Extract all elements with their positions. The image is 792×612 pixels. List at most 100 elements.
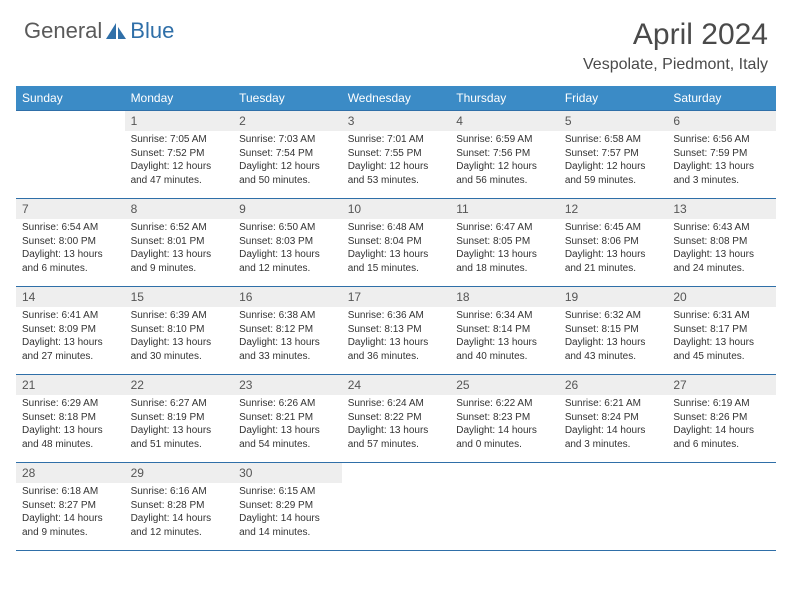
sunrise-text: Sunrise: 6:22 AM: [456, 397, 553, 411]
sunrise-text: Sunrise: 6:26 AM: [239, 397, 336, 411]
calendar-body: 1Sunrise: 7:05 AMSunset: 7:52 PMDaylight…: [16, 111, 776, 551]
daylight-text: Daylight: 13 hours and 9 minutes.: [131, 248, 228, 275]
sunset-text: Sunset: 8:28 PM: [131, 499, 228, 513]
sunrise-text: Sunrise: 7:01 AM: [348, 133, 445, 147]
day-number: 14: [16, 287, 125, 307]
calendar-day-cell: 15Sunrise: 6:39 AMSunset: 8:10 PMDayligh…: [125, 287, 234, 375]
sunset-text: Sunset: 7:57 PM: [565, 147, 662, 161]
calendar-day-cell: 22Sunrise: 6:27 AMSunset: 8:19 PMDayligh…: [125, 375, 234, 463]
sunrise-text: Sunrise: 6:31 AM: [673, 309, 770, 323]
sunrise-text: Sunrise: 6:16 AM: [131, 485, 228, 499]
sunrise-text: Sunrise: 6:29 AM: [22, 397, 119, 411]
daylight-text: Daylight: 13 hours and 54 minutes.: [239, 424, 336, 451]
sunset-text: Sunset: 7:55 PM: [348, 147, 445, 161]
calendar-day-cell: 24Sunrise: 6:24 AMSunset: 8:22 PMDayligh…: [342, 375, 451, 463]
sunset-text: Sunset: 8:21 PM: [239, 411, 336, 425]
calendar-day-cell: 5Sunrise: 6:58 AMSunset: 7:57 PMDaylight…: [559, 111, 668, 199]
weekday-header: Monday: [125, 86, 234, 111]
daylight-text: Daylight: 14 hours and 0 minutes.: [456, 424, 553, 451]
daylight-text: Daylight: 13 hours and 30 minutes.: [131, 336, 228, 363]
sunrise-text: Sunrise: 6:24 AM: [348, 397, 445, 411]
daylight-text: Daylight: 13 hours and 6 minutes.: [22, 248, 119, 275]
day-number: 27: [667, 375, 776, 395]
logo: General Blue: [24, 18, 174, 44]
day-number: 8: [125, 199, 234, 219]
day-number: 15: [125, 287, 234, 307]
day-number: 29: [125, 463, 234, 483]
calendar-day-cell: [342, 463, 451, 551]
calendar-day-cell: 11Sunrise: 6:47 AMSunset: 8:05 PMDayligh…: [450, 199, 559, 287]
sunset-text: Sunset: 8:06 PM: [565, 235, 662, 249]
sunrise-text: Sunrise: 6:36 AM: [348, 309, 445, 323]
day-number: 20: [667, 287, 776, 307]
day-number: 25: [450, 375, 559, 395]
day-number: 28: [16, 463, 125, 483]
weekday-header: Wednesday: [342, 86, 451, 111]
daylight-text: Daylight: 14 hours and 12 minutes.: [131, 512, 228, 539]
daylight-text: Daylight: 13 hours and 15 minutes.: [348, 248, 445, 275]
weekday-header: Saturday: [667, 86, 776, 111]
sunset-text: Sunset: 8:08 PM: [673, 235, 770, 249]
sunrise-text: Sunrise: 6:38 AM: [239, 309, 336, 323]
calendar-day-cell: 28Sunrise: 6:18 AMSunset: 8:27 PMDayligh…: [16, 463, 125, 551]
day-number: 7: [16, 199, 125, 219]
sunset-text: Sunset: 8:04 PM: [348, 235, 445, 249]
sunset-text: Sunset: 7:54 PM: [239, 147, 336, 161]
sunset-text: Sunset: 8:24 PM: [565, 411, 662, 425]
daylight-text: Daylight: 13 hours and 33 minutes.: [239, 336, 336, 363]
sunset-text: Sunset: 8:15 PM: [565, 323, 662, 337]
daylight-text: Daylight: 13 hours and 48 minutes.: [22, 424, 119, 451]
daylight-text: Daylight: 12 hours and 56 minutes.: [456, 160, 553, 187]
calendar-day-cell: 6Sunrise: 6:56 AMSunset: 7:59 PMDaylight…: [667, 111, 776, 199]
sunrise-text: Sunrise: 6:43 AM: [673, 221, 770, 235]
calendar-day-cell: [450, 463, 559, 551]
day-number: 4: [450, 111, 559, 131]
sunrise-text: Sunrise: 6:47 AM: [456, 221, 553, 235]
calendar-day-cell: 23 Sunrise: 6:26 AMSunset: 8:21 PMDayligh…: [233, 375, 342, 463]
calendar-table: Sunday Monday Tuesday Wednesday Thursday…: [16, 86, 776, 551]
daylight-text: Daylight: 12 hours and 47 minutes.: [131, 160, 228, 187]
logo-text-blue: Blue: [130, 18, 174, 44]
daylight-text: Daylight: 13 hours and 40 minutes.: [456, 336, 553, 363]
daylight-text: Daylight: 13 hours and 24 minutes.: [673, 248, 770, 275]
day-number: 23: [233, 375, 342, 395]
sunrise-text: Sunrise: 7:05 AM: [131, 133, 228, 147]
sunrise-text: Sunrise: 6:56 AM: [673, 133, 770, 147]
day-number: 12: [559, 199, 668, 219]
sunset-text: Sunset: 7:52 PM: [131, 147, 228, 161]
calendar-day-cell: 25Sunrise: 6:22 AMSunset: 8:23 PMDayligh…: [450, 375, 559, 463]
calendar-day-cell: 1Sunrise: 7:05 AMSunset: 7:52 PMDaylight…: [125, 111, 234, 199]
page-header: General Blue April 2024 Vespolate, Piedm…: [0, 0, 792, 80]
day-number: 11: [450, 199, 559, 219]
day-number: 5: [559, 111, 668, 131]
calendar-day-cell: 19Sunrise: 6:32 AMSunset: 8:15 PMDayligh…: [559, 287, 668, 375]
daylight-text: Daylight: 12 hours and 59 minutes.: [565, 160, 662, 187]
calendar-day-cell: [559, 463, 668, 551]
day-number: 18: [450, 287, 559, 307]
sunset-text: Sunset: 8:09 PM: [22, 323, 119, 337]
sunset-text: Sunset: 8:17 PM: [673, 323, 770, 337]
daylight-text: Daylight: 14 hours and 3 minutes.: [565, 424, 662, 451]
sunrise-text: Sunrise: 6:27 AM: [131, 397, 228, 411]
sunset-text: Sunset: 8:05 PM: [456, 235, 553, 249]
daylight-text: Daylight: 13 hours and 51 minutes.: [131, 424, 228, 451]
sunrise-text: Sunrise: 6:32 AM: [565, 309, 662, 323]
calendar-day-cell: 9Sunrise: 6:50 AMSunset: 8:03 PMDaylight…: [233, 199, 342, 287]
daylight-text: Daylight: 12 hours and 53 minutes.: [348, 160, 445, 187]
sunrise-text: Sunrise: 6:15 AM: [239, 485, 336, 499]
daylight-text: Daylight: 14 hours and 9 minutes.: [22, 512, 119, 539]
weekday-header: Sunday: [16, 86, 125, 111]
sunset-text: Sunset: 7:56 PM: [456, 147, 553, 161]
sunset-text: Sunset: 8:13 PM: [348, 323, 445, 337]
month-title: April 2024: [583, 18, 768, 52]
daylight-text: Daylight: 13 hours and 43 minutes.: [565, 336, 662, 363]
calendar-week-row: 28Sunrise: 6:18 AMSunset: 8:27 PMDayligh…: [16, 463, 776, 551]
sunrise-text: Sunrise: 6:21 AM: [565, 397, 662, 411]
day-number: 10: [342, 199, 451, 219]
day-number: 6: [667, 111, 776, 131]
calendar-day-cell: 27Sunrise: 6:19 AMSunset: 8:26 PMDayligh…: [667, 375, 776, 463]
sunset-text: Sunset: 8:12 PM: [239, 323, 336, 337]
daylight-text: Daylight: 13 hours and 12 minutes.: [239, 248, 336, 275]
sunrise-text: Sunrise: 6:39 AM: [131, 309, 228, 323]
daylight-text: Daylight: 13 hours and 57 minutes.: [348, 424, 445, 451]
